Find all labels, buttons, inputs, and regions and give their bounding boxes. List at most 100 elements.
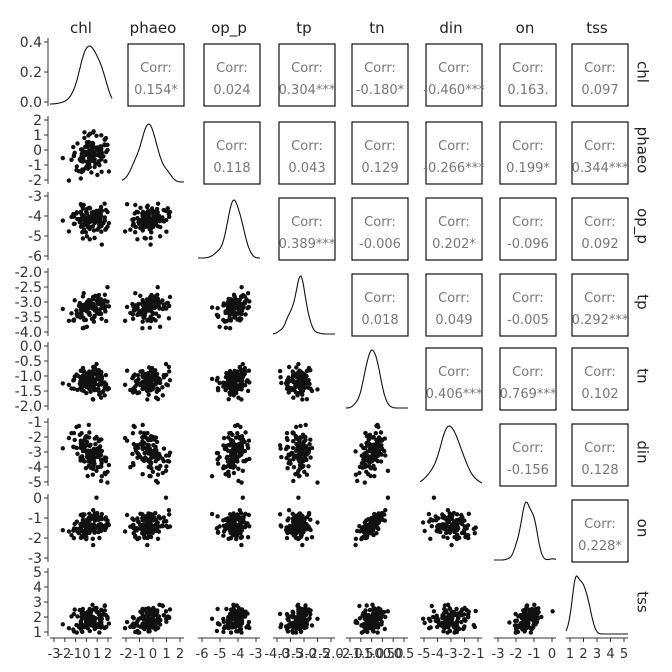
scatter-point-tp-chl	[96, 302, 100, 306]
scatter-point-phaeo-chl	[99, 170, 103, 174]
scatter-point-tp-phaeo	[123, 319, 127, 323]
scatter-point-din-phaeo	[156, 480, 160, 484]
scatter-point-din-tp	[284, 447, 288, 451]
scatter-point-tss-tn	[363, 622, 367, 626]
scatter-point-din-phaeo	[160, 457, 164, 461]
scatter-point-tn-phaeo	[146, 384, 150, 388]
scatter-point-on-tp	[308, 518, 312, 522]
scatter-point-on-chl	[79, 536, 83, 540]
scatter-point-din-tn	[379, 430, 383, 434]
scatter-point-on-phaeo	[141, 528, 145, 532]
column-label-op_p: op_p	[211, 19, 247, 38]
corr-value-phaeo-tp: 0.043	[288, 161, 325, 176]
scatter-point-on-op_p	[228, 527, 232, 531]
scatter-point-tss-tn	[375, 630, 379, 634]
scatter-point-on-op_p	[223, 517, 227, 521]
corr-value-chl-tn: -0.180*	[356, 83, 405, 98]
scatter-point-phaeo-chl	[103, 159, 107, 163]
scatter-point-tss-op_p	[215, 607, 219, 611]
corr-value-tp-on: -0.005	[507, 313, 549, 328]
scatter-point-din-phaeo	[123, 436, 127, 440]
scatter-point-op_p-phaeo	[151, 218, 155, 222]
scatter-point-phaeo-chl	[91, 129, 95, 133]
scatter-point-phaeo-chl	[87, 148, 91, 152]
scatter-point-tss-op_p	[232, 622, 236, 626]
scatter-point-op_p-chl	[100, 242, 104, 246]
scatter-point-on-din	[440, 515, 444, 519]
y-tick-label: 0.2	[20, 65, 42, 81]
scatter-point-tp-chl	[81, 326, 85, 330]
scatter-point-op_p-phaeo	[135, 216, 139, 220]
scatter-point-din-tp	[303, 435, 307, 439]
scatter-point-tp-phaeo	[149, 319, 153, 323]
scatter-point-on-phaeo	[164, 519, 168, 523]
x-tick-label: -1	[472, 647, 485, 662]
scatter-point-op_p-phaeo	[123, 229, 127, 233]
scatter-point-din-tp	[293, 472, 297, 476]
scatter-point-din-tp	[303, 457, 307, 461]
scatter-point-tp-chl	[103, 293, 107, 297]
scatter-point-din-chl	[98, 444, 102, 448]
scatter-point-din-chl	[91, 473, 95, 477]
scatter-point-on-din	[466, 523, 470, 527]
scatter-point-tss-din	[443, 617, 447, 621]
scatter-point-tn-op_p	[239, 397, 243, 401]
row-label-phaeo: phaeo	[634, 127, 652, 174]
scatter-point-tn-tp	[291, 375, 295, 379]
scatter-point-din-tp	[304, 444, 308, 448]
scatter-point-tss-din	[448, 607, 452, 611]
scatter-point-tss-chl	[79, 615, 83, 619]
scatter-point-tp-phaeo	[164, 301, 168, 305]
scatter-point-din-tp	[294, 435, 298, 439]
scatter-point-tss-phaeo	[153, 618, 157, 622]
scatter-point-tn-op_p	[231, 379, 235, 383]
scatter-point-tp-op_p	[239, 285, 243, 289]
scatter-point-tn-op_p	[229, 390, 233, 394]
scatter-point-tss-phaeo	[146, 606, 150, 610]
scatter-point-on-tp	[285, 536, 289, 540]
scatter-point-phaeo-chl	[96, 153, 100, 157]
scatter-point-din-chl	[105, 480, 109, 484]
scatter-point-tss-chl	[75, 630, 79, 634]
scatter-point-tn-op_p	[239, 385, 243, 389]
scatter-point-on-din	[445, 536, 449, 540]
scatter-point-tn-phaeo	[131, 375, 135, 379]
scatter-point-tss-din	[457, 627, 461, 631]
scatter-point-tss-on	[550, 609, 554, 613]
scatter-point-op_p-chl	[104, 208, 108, 212]
scatter-point-din-phaeo	[141, 447, 145, 451]
scatter-point-din-tn	[363, 431, 367, 435]
corr-label: Corr:	[584, 291, 616, 306]
scatter-point-tss-tn	[376, 610, 380, 614]
scatter-point-on-tp	[279, 524, 283, 528]
scatter-point-din-tp	[289, 452, 293, 456]
scatter-point-on-din	[473, 531, 477, 535]
scatter-point-tss-din	[421, 617, 425, 621]
scatter-point-tn-phaeo	[164, 362, 168, 366]
scatter-point-din-op_p	[228, 465, 232, 469]
scatter-point-on-phaeo	[152, 518, 156, 522]
scatter-point-on-chl	[96, 514, 100, 518]
scatter-point-tss-din	[429, 625, 433, 629]
scatter-point-din-chl	[96, 451, 100, 455]
scatter-point-on-tp	[295, 526, 299, 530]
scatter-point-on-tp	[285, 518, 289, 522]
scatter-point-tss-phaeo	[164, 609, 168, 613]
column-label-din: din	[439, 19, 462, 37]
scatter-point-on-op_p	[235, 523, 239, 527]
scatter-point-din-chl	[78, 455, 82, 459]
scatter-point-on-tp	[300, 514, 304, 518]
scatter-point-din-op_p	[239, 480, 243, 484]
scatter-point-phaeo-chl	[105, 143, 109, 147]
scatter-point-on-din	[428, 537, 432, 541]
scatter-point-tn-phaeo	[150, 366, 154, 370]
scatter-point-tn-chl	[94, 362, 98, 366]
scatter-point-on-chl	[91, 537, 95, 541]
scatter-point-op_p-chl	[91, 224, 95, 228]
scatter-point-on-phaeo	[146, 514, 150, 518]
x-tick-label: 1	[162, 647, 170, 662]
scatter-point-din-chl	[67, 436, 71, 440]
scatter-point-tss-tn	[371, 629, 375, 633]
scatter-point-din-phaeo	[135, 443, 139, 447]
scatter-point-tp-chl	[74, 308, 78, 312]
